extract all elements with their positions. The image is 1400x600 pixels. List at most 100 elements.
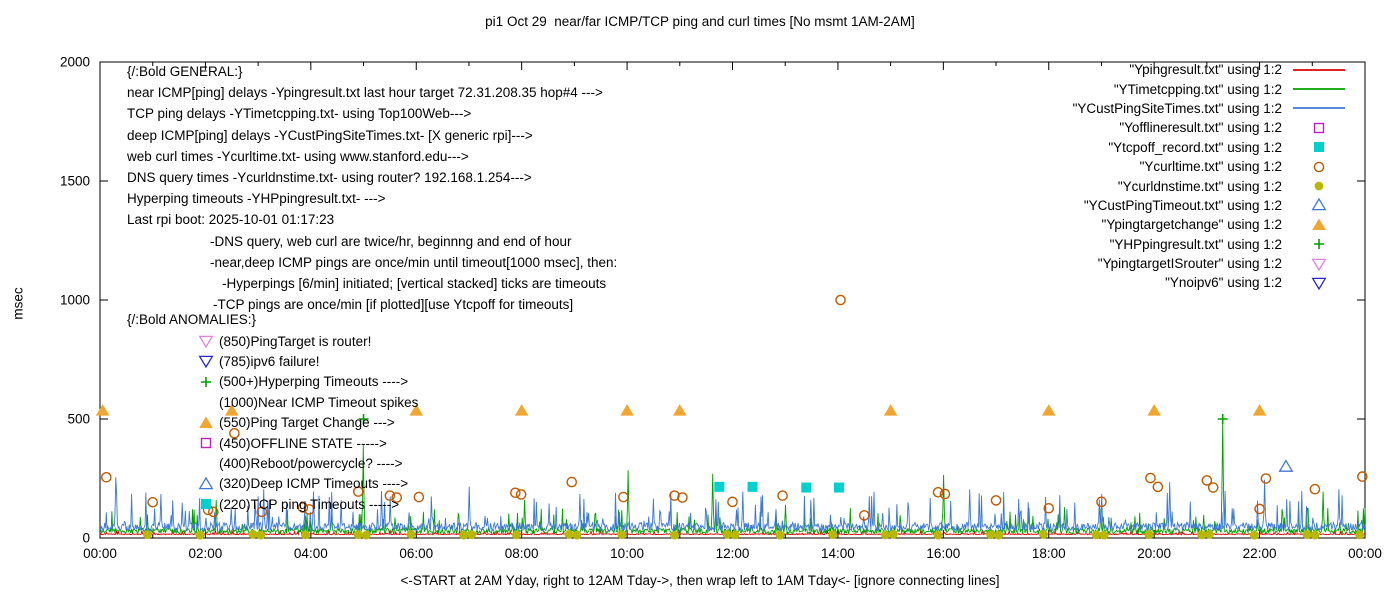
anomaly-triangle-filled-icon <box>199 416 213 428</box>
series-points-Ypingtargetchange <box>95 404 1267 416</box>
annotation-general-line: TCP ping delays -YTimetcpping.txt- using… <box>127 106 472 122</box>
legend-item: "YpingtargetISrouter" using 1:2 <box>1073 254 1348 273</box>
anomaly-item: (550)Ping Target Change ---> <box>197 415 395 431</box>
annotation-general-line: DNS query times -Ycurldnstime.txt- using… <box>127 170 532 185</box>
annotation-anomalies-header: {/:Bold ANOMALIES:} <box>127 312 257 327</box>
anomaly-item: (220)TCP ping Timeouts -----> <box>197 496 399 512</box>
legend-item: "Ynoipv6" using 1:2 <box>1073 273 1348 292</box>
x-tick-label: 18:00 <box>1032 546 1066 561</box>
legend-marker-plus-icon <box>1314 239 1324 250</box>
series-line-YCustPingSiteTimes.txt <box>99 477 1366 533</box>
legend-marker-square-filled-icon <box>1314 142 1324 153</box>
legend-marker-circle-open-icon <box>1313 161 1325 172</box>
anomaly-label: (500+)Hyperping Timeouts ----> <box>219 374 409 390</box>
x-tick-label: 08:00 <box>505 546 539 561</box>
anomaly-triangle-down-open-icon <box>198 335 214 349</box>
legend-marker-triangle-down-open-icon <box>1311 277 1327 291</box>
annotation-note-line: -TCP pings are once/min [if plotted][use… <box>213 297 574 313</box>
anomaly-triangle-down-open-icon <box>198 356 214 369</box>
x-tick-label: 06:00 <box>399 546 433 561</box>
legend-marker-triangle-open-icon <box>1311 198 1327 211</box>
x-tick-label: 10:00 <box>610 546 644 561</box>
annotation-general-line: deep ICMP[ping] delays -YCustPingSiteTim… <box>127 127 533 143</box>
anomaly-label: (400)Reboot/powercycle? ----> <box>219 455 403 471</box>
annotation-general-line: web curl times -Ycurltime.txt- using www… <box>127 148 469 164</box>
legend-label: "Ycurltime.txt" using 1:2 <box>1139 159 1282 175</box>
legend-item: "YHPpingresult.txt" using 1:2 <box>1073 235 1348 254</box>
legend-item: "YCustPingSiteTimes.txt" using 1:2 <box>1073 99 1348 118</box>
x-tick-label: 14:00 <box>821 546 855 561</box>
legend-label: "YpingtargetISrouter" using 1:2 <box>1097 256 1282 272</box>
legend-marker-square-open-icon <box>1313 122 1325 134</box>
legend-item: "Ypingresult.txt" using 1:2 <box>1073 60 1348 79</box>
legend-marker-line-icon <box>1293 107 1345 110</box>
y-tick-label: 500 <box>67 412 90 427</box>
legend-item: "Ypingtargetchange" using 1:2 <box>1073 215 1348 234</box>
legend-label: "Ypingresult.txt" using 1:2 <box>1129 62 1282 78</box>
y-tick-label: 0 <box>82 531 90 546</box>
annotation-general-line: Hyperping timeouts -YHPpingresult.txt- -… <box>127 191 386 207</box>
anomaly-label: (850)PingTarget is router! <box>219 333 372 349</box>
legend-item: "Ycurldnstime.txt" using 1:2 <box>1073 176 1348 195</box>
anomaly-label: (320)Deep ICMP Timeouts ----> <box>219 476 409 492</box>
legend-label: "YCustPingSiteTimes.txt" using 1:2 <box>1072 100 1282 116</box>
annotation-note-line: -near,deep ICMP pings are once/min until… <box>210 254 618 270</box>
annotation-general-header: {/:Bold GENERAL:} <box>127 64 243 79</box>
annotation-general-line: near ICMP[ping] delays -Ypingresult.txt … <box>127 85 603 101</box>
legend-marker-line-icon <box>1293 88 1345 90</box>
legend-label: "Yofflineresult.txt" using 1:2 <box>1119 120 1282 136</box>
anomaly-square-open-icon <box>200 437 212 449</box>
x-tick-label: 22:00 <box>1243 546 1277 561</box>
anomaly-item: (785)ipv6 failure! <box>197 353 320 369</box>
annotation-general-line: Last rpi boot: 2025-10-01 01:17:23 <box>127 212 335 228</box>
legend-label: "Ynoipv6" using 1:2 <box>1165 275 1282 291</box>
anomaly-item: (500+)Hyperping Timeouts ----> <box>197 374 408 390</box>
anomaly-label: (1000)Near ICMP Timeout spikes <box>219 394 419 410</box>
series-points-Ycurltime.txt <box>101 294 1368 521</box>
y-tick-label: 2000 <box>60 55 90 70</box>
anomaly-label: (785)ipv6 failure! <box>219 353 320 369</box>
anomaly-triangle-open-icon <box>198 476 214 490</box>
x-tick-label: 20:00 <box>1137 546 1171 561</box>
legend-marker-triangle-filled-icon <box>1312 218 1326 230</box>
series-points-Ycurldnstime.txt <box>143 530 1365 540</box>
legend-label: "Ycurldnstime.txt" using 1:2 <box>1117 178 1282 194</box>
legend-marker-line-icon <box>1293 68 1345 71</box>
anomaly-item: (850)PingTarget is router! <box>197 333 371 349</box>
legend-label: "YHPpingresult.txt" using 1:2 <box>1109 236 1282 252</box>
anomaly-item: (450)OFFLINE STATE -----> <box>197 435 387 451</box>
legend: "Ypingresult.txt" using 1:2 "YTimetcpping… <box>1073 60 1348 293</box>
legend-marker-triangle-down-open-icon <box>1311 258 1327 271</box>
anomaly-marker-spacer <box>197 394 216 410</box>
anomaly-plus-icon <box>201 376 211 387</box>
anomaly-label: (450)OFFLINE STATE -----> <box>219 435 387 451</box>
legend-item: "Ytcpoff_record.txt" using 1:2 <box>1073 138 1348 157</box>
anomaly-item: (1000)Near ICMP Timeout spikes <box>197 394 418 410</box>
anomaly-item: (320)Deep ICMP Timeouts ----> <box>197 476 408 492</box>
anomaly-marker-spacer <box>197 455 216 471</box>
anomaly-label: (550)Ping Target Change ---> <box>219 415 395 431</box>
legend-marker-circle-filled-icon <box>1314 181 1324 191</box>
legend-item: "Yofflineresult.txt" using 1:2 <box>1073 118 1348 137</box>
x-tick-label: 16:00 <box>926 546 960 561</box>
series-points-YCustPingTimeout.txt <box>1278 459 1294 472</box>
x-tick-label: 12:00 <box>716 546 750 561</box>
series-points-Ytcpoff_record.txt <box>714 481 844 493</box>
legend-label: "Ytcpoff_record.txt" using 1:2 <box>1108 139 1282 155</box>
x-tick-label: 04:00 <box>294 546 328 561</box>
y-tick-label: 1000 <box>60 293 90 308</box>
legend-item: "YCustPingTimeout.txt" using 1:2 <box>1073 196 1348 215</box>
legend-item: "Ycurltime.txt" using 1:2 <box>1073 157 1348 176</box>
annotation-note-line: -DNS query, web curl are twice/hr, begin… <box>210 233 572 249</box>
legend-label: "YCustPingTimeout.txt" using 1:2 <box>1083 197 1282 213</box>
x-tick-label: 00:00 <box>83 546 117 561</box>
series-points-YHPpingresult.txt <box>358 414 1228 424</box>
annotation-note-line: -Hyperpings [6/min] initiated; [vertical… <box>222 276 607 291</box>
y-tick-label: 1500 <box>60 174 90 189</box>
legend-label: "Ypingtargetchange" using 1:2 <box>1101 217 1282 233</box>
anomaly-label: (220)TCP ping Timeouts -----> <box>219 496 400 512</box>
x-axis-caption: <-START at 2AM Yday, right to 12AM Tday-… <box>400 573 1000 588</box>
legend-label: "YTimetcpping.txt" using 1:2 <box>1113 81 1282 97</box>
